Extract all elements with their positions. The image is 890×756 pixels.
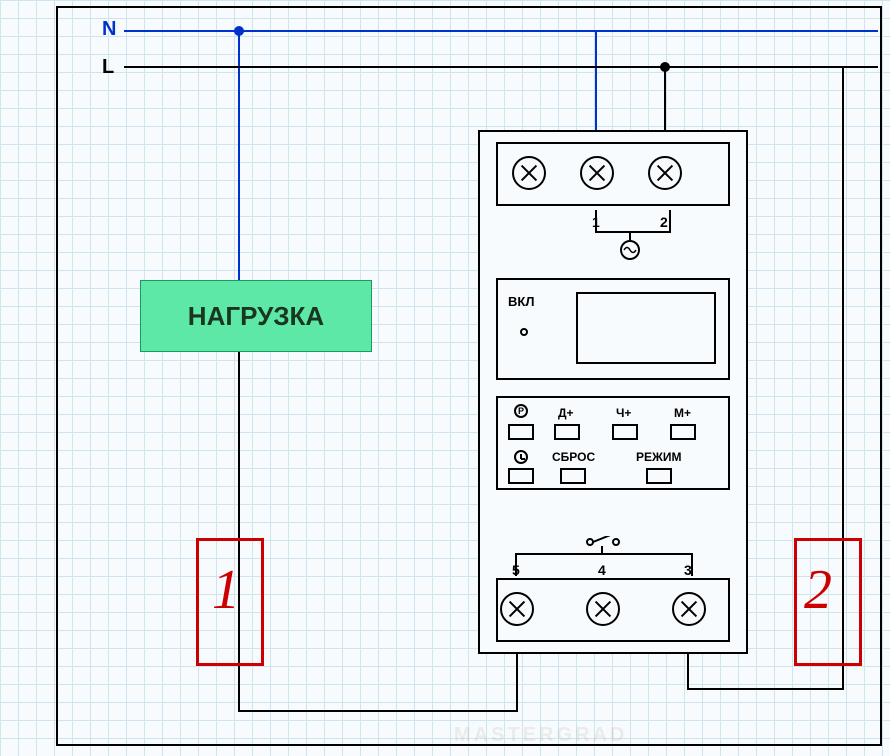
button-reset-label: СБРОС [552, 450, 595, 464]
wire-v-to-term5 [516, 644, 518, 712]
marker-num-2: 2 [804, 558, 832, 622]
ac-source-icon [620, 240, 640, 260]
marker-num-1: 1 [212, 558, 240, 622]
button-h-plus-label: Ч+ [616, 406, 631, 420]
button-d-plus-label: Д+ [558, 406, 574, 420]
power-on-label: ВКЛ [508, 294, 534, 309]
button-h-plus[interactable] [612, 424, 638, 440]
button-reset[interactable] [560, 468, 586, 484]
button-m-plus-label: М+ [674, 406, 691, 420]
bottom-term-num-3: 3 [684, 562, 692, 578]
load-label: НАГРУЗКА [188, 301, 324, 332]
clock-icon [514, 450, 528, 464]
wire-line-h-bottom-right [687, 688, 844, 690]
button-mode[interactable] [646, 468, 672, 484]
wire-neutral-v-to-device [595, 30, 597, 142]
button-m-plus[interactable] [670, 424, 696, 440]
line-label: L [102, 56, 114, 79]
top-terminal-1 [580, 156, 614, 190]
junction-line [660, 62, 670, 72]
bottom-terminal-4 [586, 592, 620, 626]
bottom-terminal-5 [500, 592, 534, 626]
power-on-led [520, 328, 528, 336]
button-d-plus[interactable] [554, 424, 580, 440]
top-terminal-nc [512, 156, 546, 190]
wire-line-h1 [124, 66, 878, 68]
button-clock[interactable] [508, 468, 534, 484]
bottom-term-num-5: 5 [512, 562, 520, 578]
watermark: MASTERGRAD [454, 724, 627, 747]
wire-load-h-bottom [238, 710, 518, 712]
load-block: НАГРУЗКА [140, 280, 372, 352]
lcd-screen [576, 292, 716, 364]
bottom-term-num-4: 4 [598, 562, 606, 578]
program-icon: Р [514, 404, 528, 418]
neutral-label: N [102, 18, 116, 41]
top-terminal-2 [648, 156, 682, 190]
bottom-terminal-3 [672, 592, 706, 626]
button-mode-label: РЕЖИМ [636, 450, 681, 464]
button-p[interactable] [508, 424, 534, 440]
junction-neutral [234, 26, 244, 36]
diagram-frame [56, 6, 882, 746]
